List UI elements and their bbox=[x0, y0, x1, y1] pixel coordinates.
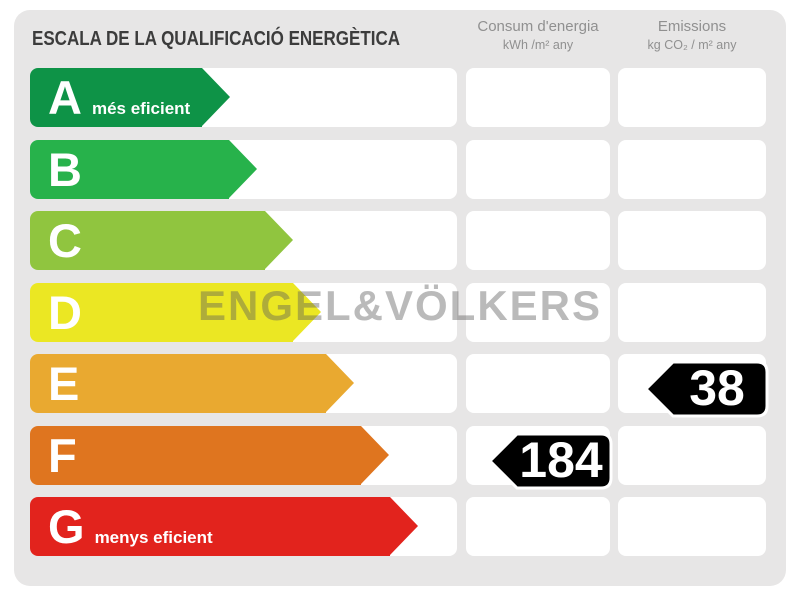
cell-emissions-d bbox=[618, 282, 766, 342]
scale-letter: C bbox=[48, 214, 82, 267]
scale-arrow-tip-icon bbox=[390, 497, 418, 555]
scale-arrow: A més eficient bbox=[30, 68, 230, 127]
scale-arrow-tip-icon bbox=[326, 354, 354, 412]
scale-caption: menys eficient bbox=[94, 528, 213, 547]
column-header-emissions: Emissions kg CO₂ / m² any bbox=[618, 18, 766, 52]
scale-arrow-tip-icon bbox=[265, 211, 293, 269]
consum-value-marker: 184 bbox=[487, 432, 613, 490]
scale-row-a: A més eficient bbox=[14, 68, 786, 127]
left-arrow-icon bbox=[643, 360, 769, 418]
cell-consum-d bbox=[466, 282, 610, 342]
scale-arrow-body: D bbox=[30, 282, 293, 342]
cell-emissions-g bbox=[618, 497, 766, 556]
scale-arrow-tip-icon bbox=[293, 282, 321, 341]
scale-arrow: D bbox=[30, 282, 321, 342]
emissions-value-marker: 38 bbox=[643, 360, 769, 418]
cell-consum-a bbox=[466, 68, 610, 127]
scale-track: D bbox=[30, 282, 457, 342]
column-header-consum-title: Consum d'energia bbox=[477, 18, 599, 35]
scale-arrow: C bbox=[30, 211, 293, 270]
cell-emissions-b bbox=[618, 139, 766, 199]
cell-consum-c bbox=[466, 211, 610, 270]
emissions-value: 38 bbox=[689, 360, 745, 416]
scale-row-e: E 38 bbox=[14, 354, 786, 418]
scale-arrow: G menys eficient bbox=[30, 497, 418, 556]
column-header-emissions-title: Emissions bbox=[657, 18, 727, 35]
rating-scale: A més eficient B bbox=[14, 68, 786, 556]
page-title: ESCALA DE LA QUALIFICACIÓ ENERGÈTICA bbox=[32, 28, 401, 50]
scale-letter: E bbox=[48, 357, 80, 410]
cell-consum-b bbox=[466, 139, 610, 199]
scale-arrow-tip-icon bbox=[361, 425, 389, 484]
scale-arrow-body: G menys eficient bbox=[30, 497, 390, 556]
column-header-consum: Consum d'energia kWh /m² any bbox=[466, 18, 610, 52]
scale-track: E bbox=[30, 354, 457, 413]
cell-emissions-a bbox=[618, 68, 766, 127]
scale-arrow-tip-icon bbox=[202, 68, 230, 126]
cell-emissions-c bbox=[618, 211, 766, 270]
scale-row-d: D bbox=[14, 282, 786, 342]
scale-row-g: G menys eficient bbox=[14, 497, 786, 556]
scale-track: F bbox=[30, 425, 457, 485]
cell-consum-g bbox=[466, 497, 610, 556]
scale-track: B bbox=[30, 139, 457, 199]
cell-emissions-e: 38 bbox=[618, 354, 769, 418]
scale-arrow-body: A més eficient bbox=[30, 68, 202, 127]
scale-arrow: E bbox=[30, 354, 354, 413]
scale-arrow-body: E bbox=[30, 354, 326, 413]
scale-row-c: C bbox=[14, 211, 786, 270]
scale-arrow: F bbox=[30, 425, 389, 485]
scale-track: A més eficient bbox=[30, 68, 457, 127]
scale-arrow-body: B bbox=[30, 139, 229, 199]
scale-caption: més eficient bbox=[91, 99, 191, 118]
scale-arrow-body: C bbox=[30, 211, 265, 270]
scale-arrow-body: F bbox=[30, 425, 361, 485]
cell-consum-e bbox=[466, 354, 610, 413]
scale-track: C bbox=[30, 211, 457, 270]
scale-letter: A bbox=[48, 71, 82, 124]
scale-letter: F bbox=[48, 428, 77, 482]
scale-arrow-tip-icon bbox=[229, 139, 257, 198]
left-arrow-icon bbox=[487, 432, 613, 489]
scale-row-f: F 184 bbox=[14, 425, 786, 489]
column-header-emissions-unit: kg CO₂ / m² any bbox=[647, 38, 737, 52]
scale-arrow: B bbox=[30, 139, 257, 199]
scale-track: G menys eficient bbox=[30, 497, 457, 556]
column-header-consum-unit: kWh /m² any bbox=[502, 38, 574, 52]
cell-consum-f: 184 bbox=[466, 425, 613, 489]
scale-letter: G bbox=[48, 500, 85, 553]
scale-letter: D bbox=[48, 285, 82, 339]
cell-emissions-f bbox=[618, 425, 766, 485]
consum-value: 184 bbox=[519, 431, 603, 488]
energy-certificate-panel: ESCALA DE LA QUALIFICACIÓ ENERGÈTICA Con… bbox=[14, 10, 786, 586]
scale-letter: B bbox=[48, 142, 82, 196]
scale-row-b: B bbox=[14, 139, 786, 199]
